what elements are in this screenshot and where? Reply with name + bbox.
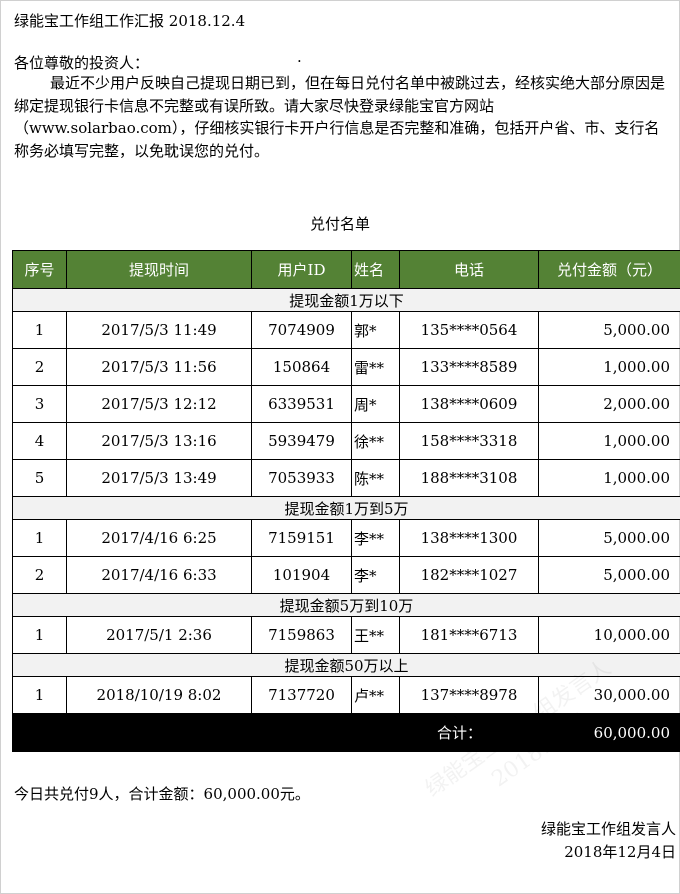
cell-phone: 158****3318 <box>399 422 539 460</box>
cell-amount: 30,000.00 <box>538 676 680 714</box>
cell-time: 2018/10/19 8:02 <box>66 676 252 714</box>
cell-index: 1 <box>12 676 67 714</box>
cell-time: 2017/4/16 6:33 <box>66 556 252 594</box>
cell-user-id: 101904 <box>251 556 352 594</box>
cell-amount: 5,000.00 <box>538 519 680 557</box>
cell-phone: 181****6713 <box>399 616 539 654</box>
table-row: 4 2017/5/3 13:16 5939479 徐** 158****3318 1,00… <box>12 422 680 460</box>
table-header-row: 序号 提现时间 用户ID 姓名 电话 兑付金额（元） <box>12 250 680 289</box>
cell-index: 4 <box>12 422 67 460</box>
cell-index: 5 <box>12 459 67 497</box>
cell-name: 李** <box>351 519 400 557</box>
report-title: 绿能宝工作组工作汇报 2018.12.4 <box>14 12 246 30</box>
section-row: 提现金额1万到5万 <box>12 496 680 520</box>
total-value: 60,000.00 <box>538 713 680 752</box>
payout-table: 序号 提现时间 用户ID 姓名 电话 兑付金额（元） 提现金额1万以下 1 2017… <box>12 250 680 752</box>
cell-user-id: 7137720 <box>251 676 352 714</box>
section-row: 提现金额1万以下 <box>12 288 680 312</box>
cell-phone: 138****1300 <box>399 519 539 557</box>
table-row: 1 2017/5/3 11:49 7074909 郭* 135****0564 5,000… <box>12 311 680 349</box>
cell-name: 陈** <box>351 459 400 497</box>
cell-amount: 5,000.00 <box>538 311 680 349</box>
cell-phone: 137****8978 <box>399 676 539 714</box>
notice-paragraph: 最近不少用户反映自己提现日期已到，但在每日兑付名单中被跳过去，经核实绝大部分原因… <box>14 74 666 160</box>
cell-user-id: 7159151 <box>251 519 352 557</box>
cell-time: 2017/5/3 13:16 <box>66 422 252 460</box>
cell-amount: 10,000.00 <box>538 616 680 654</box>
cell-user-id: 7159863 <box>251 616 352 654</box>
cell-user-id: 5939479 <box>251 422 352 460</box>
header-phone: 电话 <box>399 250 539 289</box>
table-row: 1 2018/10/19 8:02 7137720 卢** 137****8978 30,… <box>12 676 680 714</box>
table-caption: 兑付名单 <box>309 215 370 233</box>
cell-time: 2017/5/3 11:56 <box>66 348 252 386</box>
cell-phone: 188****3108 <box>399 459 539 497</box>
signature-date: 2018年12月4日 <box>564 843 676 861</box>
cell-amount: 1,000.00 <box>538 348 680 386</box>
cell-index: 1 <box>12 616 67 654</box>
section-row: 提现金额50万以上 <box>12 653 680 677</box>
header-name: 姓名 <box>351 250 400 289</box>
table-row: 5 2017/5/3 13:49 7053933 陈** 188****3108 1,00… <box>12 459 680 497</box>
cell-user-id: 7053933 <box>251 459 352 497</box>
cell-phone: 138****0609 <box>399 385 539 423</box>
section-label: 提现金额1万到5万 <box>12 496 680 520</box>
summary-text: 今日共兑付9人，合计金额：60,000.00元。 <box>14 785 310 803</box>
table-row: 2 2017/4/16 6:33 101904 李* 182****1027 5,000.… <box>12 556 680 594</box>
section-label: 提现金额5万到10万 <box>12 593 680 617</box>
section-label: 提现金额1万以下 <box>12 288 680 312</box>
cell-phone: 182****1027 <box>399 556 539 594</box>
section-label: 提现金额50万以上 <box>12 653 680 677</box>
cell-index: 1 <box>12 519 67 557</box>
cell-amount: 5,000.00 <box>538 556 680 594</box>
header-time: 提现时间 <box>66 250 252 289</box>
cell-user-id: 150864 <box>251 348 352 386</box>
cell-name: 雷** <box>351 348 400 386</box>
cell-user-id: 7074909 <box>251 311 352 349</box>
cell-amount: 1,000.00 <box>538 459 680 497</box>
greeting-dot: · <box>297 52 302 70</box>
cell-name: 周* <box>351 385 400 423</box>
table-row: 3 2017/5/3 12:12 6339531 周* 138****0609 2,000… <box>12 385 680 423</box>
greeting: 各位尊敬的投资人： <box>14 54 150 72</box>
cell-index: 3 <box>12 385 67 423</box>
header-amount: 兑付金额（元） <box>538 250 680 289</box>
cell-time: 2017/5/3 11:49 <box>66 311 252 349</box>
header-index: 序号 <box>12 250 67 289</box>
header-user-id: 用户ID <box>251 250 352 289</box>
cell-amount: 2,000.00 <box>538 385 680 423</box>
cell-index: 2 <box>12 556 67 594</box>
cell-index: 2 <box>12 348 67 386</box>
cell-name: 卢** <box>351 676 400 714</box>
cell-phone: 135****0564 <box>399 311 539 349</box>
cell-time: 2017/5/1 2:36 <box>66 616 252 654</box>
table-row: 2 2017/5/3 11:56 150864 雷** 133****8589 1,000… <box>12 348 680 386</box>
cell-time: 2017/5/3 12:12 <box>66 385 252 423</box>
cell-user-id: 6339531 <box>251 385 352 423</box>
cell-amount: 1,000.00 <box>538 422 680 460</box>
cell-index: 1 <box>12 311 67 349</box>
cell-name: 郭* <box>351 311 400 349</box>
cell-name: 徐** <box>351 422 400 460</box>
table-row: 1 2017/5/1 2:36 7159863 王** 181****6713 10,00… <box>12 616 680 654</box>
cell-time: 2017/5/3 13:49 <box>66 459 252 497</box>
signature-block: 绿能宝工作组发言人 2018年12月4日 <box>541 818 676 864</box>
cell-name: 李* <box>351 556 400 594</box>
total-row: 合计： 60,000.00 <box>12 713 680 752</box>
section-row: 提现金额5万到10万 <box>12 593 680 617</box>
cell-time: 2017/4/16 6:25 <box>66 519 252 557</box>
total-label: 合计： <box>12 713 539 752</box>
table-row: 1 2017/4/16 6:25 7159151 李** 138****1300 5,00… <box>12 519 680 557</box>
cell-phone: 133****8589 <box>399 348 539 386</box>
cell-name: 王** <box>351 616 400 654</box>
signature: 绿能宝工作组发言人 <box>540 820 676 838</box>
